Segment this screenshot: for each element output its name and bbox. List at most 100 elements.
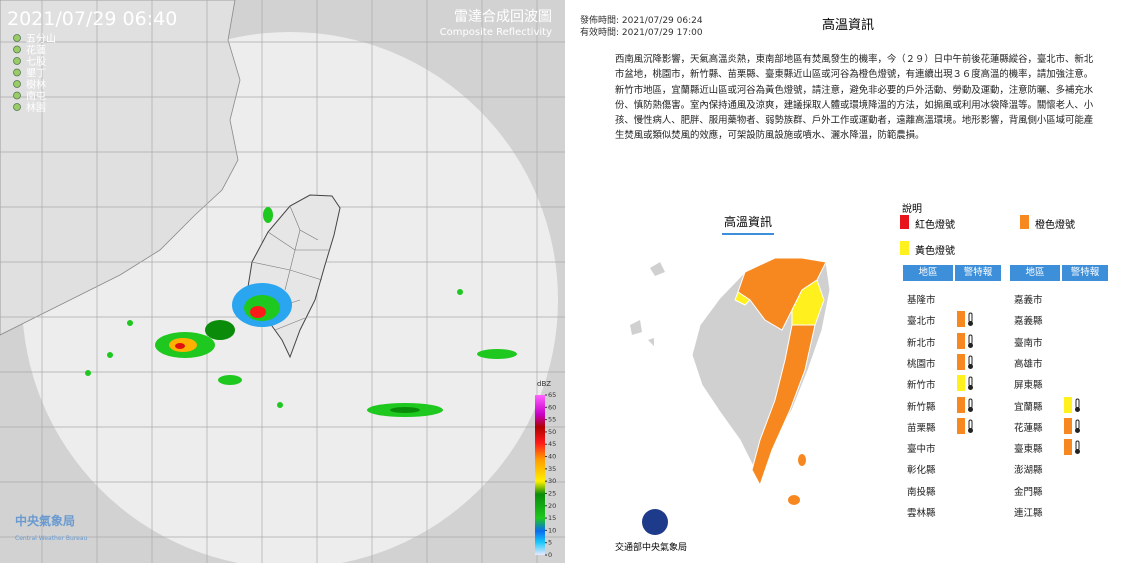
thermometer-bulb [1075,406,1080,412]
warning-icon [957,417,981,434]
scale-label: 0 [548,551,552,559]
region-name: 宜蘭縣 [1014,401,1043,413]
notice-title: 高溫資訊 [822,18,875,33]
station-name: 樹林 [26,78,46,91]
radar-subtitle: Composite Reflectivity [440,27,552,38]
thermometer [968,312,973,323]
legend-title: 說明 [902,204,922,215]
radar-map: 2021/07/29 06:40 雷達合成回波圖 Composite Refle… [0,0,565,563]
scale-label: 10 [548,526,556,534]
station-dot [13,103,21,111]
scale-label: 60 [548,403,556,411]
region-name: 嘉義縣 [1014,316,1043,328]
notice-body: 西南風沉降影響，天氣高溫炎熱，東南部地區有焚風發生的機率，今（２９）日中午前後花… [615,54,1094,142]
legend-label: 橙色燈號 [1035,218,1075,231]
orchid-island [788,495,800,505]
map-title: 高溫資訊 [722,213,775,235]
region-name: 高雄市 [1014,358,1043,370]
green-island [798,454,806,466]
icon [957,311,973,328]
table-header: 地區 [1010,265,1060,281]
legend-label: 紅色燈號 [915,218,955,231]
warning-swatch [957,396,965,413]
table-header: 警特報 [955,265,1001,281]
scale-label: 20 [548,502,556,510]
warning-icon [957,396,981,413]
thermometer-bulb [968,406,973,412]
footer: 交通部中央氣象局 [615,543,688,553]
warning-swatch [1064,439,1072,456]
scale-label: 55 [548,416,556,424]
thermometer [968,398,973,408]
region-name: 彰化縣 [907,465,936,477]
warning-swatch [957,417,965,434]
scale-label: 35 [548,465,556,473]
warning-swatch [957,375,965,392]
thermometer [1075,419,1080,430]
thermometer-bulb [968,321,973,327]
warning-icon [1064,417,1088,434]
region-name: 新竹縣 [907,401,936,413]
region-name: 雲林縣 [907,508,936,519]
region-name: 臺中市 [907,444,936,456]
thermometer-bulb [968,342,973,348]
icon [1064,439,1080,456]
warning-swatch [957,332,965,349]
station-dot [13,45,21,54]
scale-label: 5 [548,539,552,547]
warning-icon [957,332,981,349]
thermometer [968,419,973,430]
icon [1064,396,1080,413]
icon [1064,417,1080,434]
notice-panel: 發佈時間: 2021/07/29 06:24 有效時間: 2021/07/29 … [570,0,1140,563]
icon [957,375,973,392]
timestamp: 2021/07/29 06:40 [7,8,177,30]
thermometer [1075,440,1080,451]
scale-label: 50 [548,428,556,436]
legend-swatch [900,241,909,255]
hsinchu-yellow [734,291,751,306]
scale-label: 45 [548,440,556,448]
scale-label: 40 [548,453,556,461]
station-name: 林園 [26,101,46,114]
region-name: 基隆市 [907,295,936,306]
region-name: 新竹市 [907,380,936,392]
region-name: 花蓮縣 [1014,422,1043,434]
station-dot [13,57,21,65]
warning-icon [1064,396,1088,413]
kinmen [650,262,665,276]
warning-swatch [957,311,965,328]
region-name: 南投縣 [907,486,936,498]
echo [85,207,517,417]
legend-label: 黃色燈號 [915,244,955,257]
thermometer-bulb [968,363,973,369]
valid: 有效時間: 2021/07/29 17:00 [580,28,703,38]
issued: 發佈時間: 2021/07/29 06:24 [580,16,703,26]
icon [957,332,973,349]
warning-icon [957,375,981,392]
station-name: 五分山 [26,33,56,45]
station-name: 墾丁 [26,67,46,80]
region-name: 臺北市 [907,316,936,328]
thermometer [968,355,973,366]
region-name: 新北市 [907,337,936,349]
table-header: 警特報 [1062,265,1108,281]
thermometer-bulb [968,427,973,433]
station-dot [13,91,21,100]
thermometer [968,334,973,345]
warning-icon [957,353,981,370]
region-name: 苗栗縣 [907,422,936,434]
warning-swatch [1064,417,1072,434]
warning-icon [957,311,981,328]
scale-label: 25 [548,489,556,497]
thermometer [968,376,973,387]
station-dot [13,68,21,77]
spacer [788,180,790,190]
thermometer [1075,398,1080,408]
scale-label: 30 [548,477,556,485]
thermometer-bulb [1075,449,1080,455]
region-name: 屏東縣 [1014,380,1043,392]
agency: 中央氣象局 [15,513,75,528]
region-name: 桃園市 [907,358,936,370]
legend-swatch [900,215,909,229]
